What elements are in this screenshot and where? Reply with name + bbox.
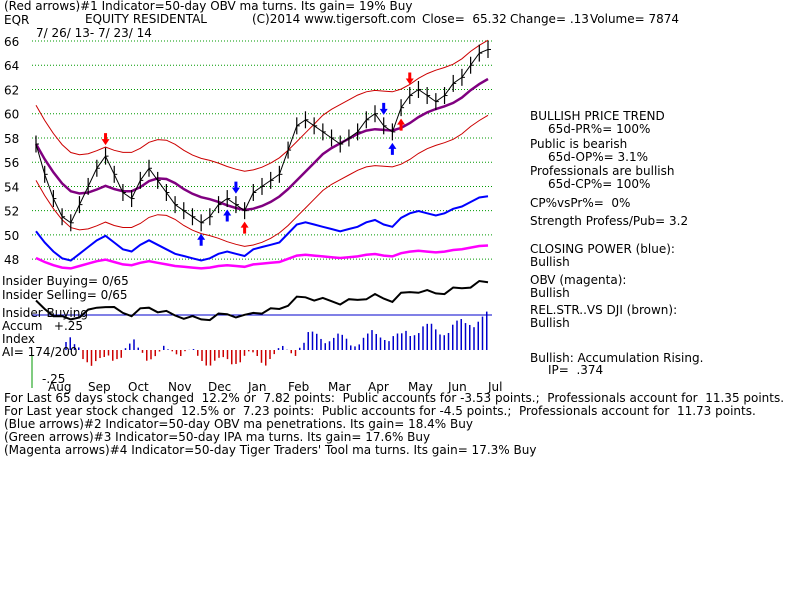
- up-arrow-icon: [223, 209, 232, 222]
- x-tick-label: Mar: [328, 380, 351, 394]
- y-tick-label: 64: [4, 59, 19, 73]
- company-name: EQUITY RESIDENTAL: [85, 12, 207, 26]
- lower-band: [35, 114, 489, 247]
- accumulation-histogram: [65, 311, 488, 366]
- obv-label: OBV (magenta):: [530, 273, 627, 287]
- minus25-label: -.25: [42, 372, 66, 386]
- footer-line-1: For Last 65 days stock changed 12.2% or …: [4, 391, 785, 405]
- insider-selling: Insider Selling= 0/65: [2, 288, 128, 302]
- up-arrow-icon: [397, 118, 406, 131]
- y-tick-label: 54: [4, 180, 19, 194]
- chart-series: [34, 39, 491, 322]
- y-tick-label: 60: [4, 108, 19, 122]
- y-tick-label: 52: [4, 205, 19, 219]
- ai-label: AI= 174/200: [2, 345, 78, 359]
- x-tick-label: Nov: [168, 380, 191, 394]
- price-line: [35, 49, 489, 224]
- x-tick-label: Jan: [247, 380, 267, 394]
- footer-line-4: (Green arrows)#3 Indicator=50-day IPA ma…: [4, 430, 431, 444]
- x-tick-label: Jun: [447, 380, 467, 394]
- x-tick-label: Dec: [208, 380, 231, 394]
- x-tick-label: Apr: [368, 380, 389, 394]
- y-tick-label: 66: [4, 35, 19, 49]
- close-value: Close= 65.32: [422, 12, 507, 26]
- up-arrow-icon: [197, 233, 206, 246]
- y-tick-label: 56: [4, 156, 19, 170]
- x-tick-label: Feb: [288, 380, 309, 394]
- down-arrow-icon: [405, 72, 414, 85]
- indicator-1-note: (Red arrows)#1 Indicator=50-day OBV ma t…: [4, 0, 413, 13]
- footer-line-2: For Last year stock changed 12.5% or 7.2…: [4, 404, 756, 418]
- copyright: (C)2014 www.tigersoft.com: [252, 12, 416, 26]
- closing-power-line: [35, 195, 489, 262]
- closing-power-value: Bullish: [530, 255, 570, 269]
- op-stat: 65d-OP%= 3.1%: [548, 150, 648, 164]
- down-arrow-icon: [379, 102, 388, 115]
- professionals-stat: Professionals are bullish: [530, 164, 675, 178]
- change-value: Change= .13: [510, 12, 589, 26]
- moving-average-line: [34, 77, 489, 212]
- chart-gridlines: [31, 40, 492, 388]
- x-tick-label: Aug: [48, 380, 71, 394]
- up-arrow-icon: [388, 142, 397, 155]
- y-tick-label: 48: [4, 253, 19, 267]
- ticker-label: EQR: [4, 13, 29, 27]
- obv-line: [35, 244, 489, 270]
- date-range: 7/ 26/ 13- 7/ 23/ 14: [36, 26, 152, 40]
- cpvspr-stat: CP%vsPr%= 0%: [530, 196, 631, 210]
- x-tick-label: May: [408, 380, 433, 394]
- insider-buying-2: Insider Buying: [2, 306, 88, 320]
- y-tick-label: 58: [4, 132, 19, 146]
- pr-stat: 65d-PR%= 100%: [548, 122, 651, 136]
- accum-label: Accum +.25: [2, 319, 84, 333]
- public-stat: Public is bearish: [530, 137, 628, 151]
- down-arrow-icon: [101, 133, 110, 146]
- relative-strength-line: [35, 279, 489, 322]
- x-axis: Aug Sep Oct Nov Dec Jan Feb Mar Apr May Jun Jul: [48, 380, 502, 394]
- cp-stat: 65d-CP%= 100%: [548, 177, 651, 191]
- x-tick-label: Sep: [88, 380, 111, 394]
- y-tick-label: 50: [4, 229, 19, 243]
- relstr-value: Bullish: [530, 316, 570, 330]
- x-tick-label: Jul: [487, 380, 502, 394]
- footer-line-5: (Magenta arrows)#4 Indicator=50-day Tige…: [4, 443, 537, 457]
- strength-stat: Strength Profess/Pub= 3.2: [530, 214, 689, 228]
- footer-line-3: (Blue arrows)#2 Indicator=50-day OBV ma …: [4, 417, 473, 431]
- up-arrow-icon: [240, 221, 249, 234]
- index-label: Index: [2, 332, 36, 346]
- down-arrow-icon: [231, 181, 240, 194]
- closing-power-label: CLOSING POWER (blue):: [530, 242, 675, 256]
- ip-stat: IP= .374: [548, 363, 604, 377]
- y-tick-label: 62: [4, 83, 19, 97]
- trend-title: BULLISH PRICE TREND: [530, 109, 665, 123]
- signal-arrows: [101, 72, 414, 246]
- obv-value: Bullish: [530, 286, 570, 300]
- relstr-label: REL.STR..VS DJI (brown):: [530, 303, 678, 317]
- volume-value: Volume= 7874: [590, 12, 680, 26]
- insider-buying: Insider Buying= 0/65: [2, 274, 129, 288]
- upper-band: [35, 39, 489, 172]
- y-axis: 66 64 62 60 58 56 54 52 50 48: [4, 35, 19, 267]
- accum-stat: Bullish: Accumulation Rising.: [530, 351, 704, 365]
- x-tick-label: Oct: [128, 380, 149, 394]
